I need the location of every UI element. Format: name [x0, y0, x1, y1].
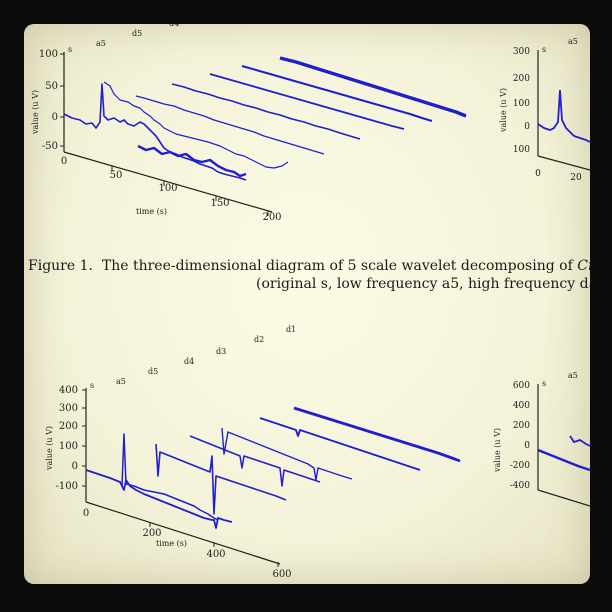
y-tick-label: 300: [59, 403, 78, 414]
x-tick-label: 0: [535, 169, 541, 179]
top-right-trace: [537, 89, 590, 143]
y-tick-label: 100: [513, 99, 530, 109]
bottom-right-y-axis-label: value (u V): [493, 428, 502, 473]
trace-d4: [171, 83, 361, 140]
top-3d-chart: [60, 52, 273, 216]
y-tick-label: 300: [513, 47, 530, 57]
figures-canvas: 100 50 0 -50 0 50 100 150 200 value (u V…: [31, 24, 590, 580]
x-tick-label: 150: [210, 198, 229, 209]
bottom-right-trace-s: [537, 448, 590, 472]
caption-label: Figure 1.: [28, 258, 93, 274]
series-label: s: [542, 45, 546, 54]
y-tick-label: 0: [524, 441, 530, 451]
y-tick-label: 100: [513, 145, 530, 155]
y-tick-label: 400: [513, 401, 530, 411]
series-label: d4: [169, 24, 179, 28]
bottom-x-axis-label: time (s): [156, 539, 187, 548]
caption-species: Crassula: [577, 258, 590, 274]
caption-text: The three-dimensional diagram of 5 scale…: [101, 258, 573, 274]
trace-d5: [135, 95, 325, 155]
y-tick-label: -400: [510, 481, 530, 491]
y-tick-label: 0: [524, 122, 530, 132]
x-tick-label: 400: [206, 549, 225, 560]
top-right-partial-chart: [537, 50, 590, 171]
y-tick-label: 0: [72, 461, 78, 472]
y-tick-label: 200: [513, 74, 530, 84]
y-tick-label: -200: [510, 461, 530, 471]
y-tick-label: 400: [59, 385, 78, 396]
series-label: d5: [148, 367, 158, 376]
trace-d2: [259, 417, 421, 471]
y-tick-label: 0: [52, 112, 58, 123]
x-tick-label: 200: [262, 212, 281, 223]
x-tick-label: 50: [110, 170, 123, 181]
bottom-y-tick-labels: 400 300 200 100 0 -100: [56, 385, 78, 492]
paper-page: 100 50 0 -50 0 50 100 150 200 value (u V…: [24, 24, 590, 584]
y-tick-label: 600: [513, 381, 530, 391]
trace-s-noise: [137, 144, 247, 178]
series-label: d5: [132, 29, 142, 38]
top-series-labels: s a5 d5 d4: [68, 24, 179, 54]
series-label: s: [542, 379, 546, 388]
series-label: a5: [568, 371, 578, 380]
bottom-3d-chart: [82, 388, 281, 567]
series-label: d2: [254, 335, 264, 344]
top-x-axis-label: time (s): [136, 207, 167, 216]
caption-line-1: Figure 1. The three-dimensional diagram …: [28, 257, 590, 276]
top-x-tick-labels: 0 50 100 150 200: [61, 156, 282, 223]
x-tick-label: 0: [61, 156, 67, 167]
trace-d4: [189, 435, 321, 487]
x-tick-label: 600: [272, 569, 291, 580]
figure-caption: Figure 1. The three-dimensional diagram …: [24, 257, 590, 297]
bottom-y-axis-label: value (u V): [45, 426, 54, 471]
trace-d3: [221, 427, 353, 481]
y-tick-label: 100: [59, 441, 78, 452]
bottom-series-labels: s a5 d5 d4 d3 d2 d1: [90, 325, 296, 390]
bottom-right-trace-a5: [569, 435, 590, 447]
trace-d1: [293, 406, 461, 463]
y-tick-label: 50: [45, 81, 58, 92]
y-tick-label: 100: [39, 49, 58, 60]
top-right-y-tick-labels: 300 200 100 0 100: [513, 47, 530, 155]
trace-s: [63, 83, 247, 181]
top-right-x-tick-labels: 0 20: [535, 169, 582, 183]
trace-a5: [103, 81, 289, 169]
series-label: a5: [568, 37, 578, 46]
y-tick-label: -50: [42, 141, 58, 152]
y-tick-label: -100: [56, 481, 78, 492]
bottom-x-tick-labels: 0 200 400 600: [83, 508, 292, 580]
top-right-y-axis-label: value (u V): [499, 88, 508, 133]
top-y-tick-labels: 100 50 0 -50: [39, 49, 58, 152]
bottom-right-partial-chart: [537, 384, 590, 507]
caption-line-2: (original s, low frequency a5, high freq…: [256, 276, 590, 292]
bottom-right-y-tick-labels: 600 400 200 0 -200 -400: [510, 381, 531, 491]
trace-d3: [209, 73, 405, 130]
top-traces: [63, 56, 467, 181]
series-label: s: [90, 381, 94, 390]
x-tick-label: 200: [142, 528, 161, 539]
x-tick-label: 0: [83, 508, 89, 519]
x-tick-label: 100: [158, 183, 177, 194]
y-tick-label: 200: [59, 421, 78, 432]
series-label: d4: [184, 357, 194, 366]
top-y-axis-label: value (u V): [31, 90, 40, 135]
trace-s: [85, 469, 233, 529]
x-tick-label: 20: [570, 173, 582, 183]
trace-d1: [279, 56, 467, 118]
trace-d2: [241, 65, 433, 122]
series-label: s: [68, 45, 72, 54]
series-label: d3: [216, 347, 226, 356]
bottom-traces: [85, 406, 461, 529]
trace-d5: [155, 443, 287, 515]
y-tick-label: 200: [513, 421, 530, 431]
trace-a5: [121, 433, 219, 521]
series-label: a5: [96, 39, 106, 48]
series-label: a5: [116, 377, 126, 386]
series-label: d1: [286, 325, 296, 334]
